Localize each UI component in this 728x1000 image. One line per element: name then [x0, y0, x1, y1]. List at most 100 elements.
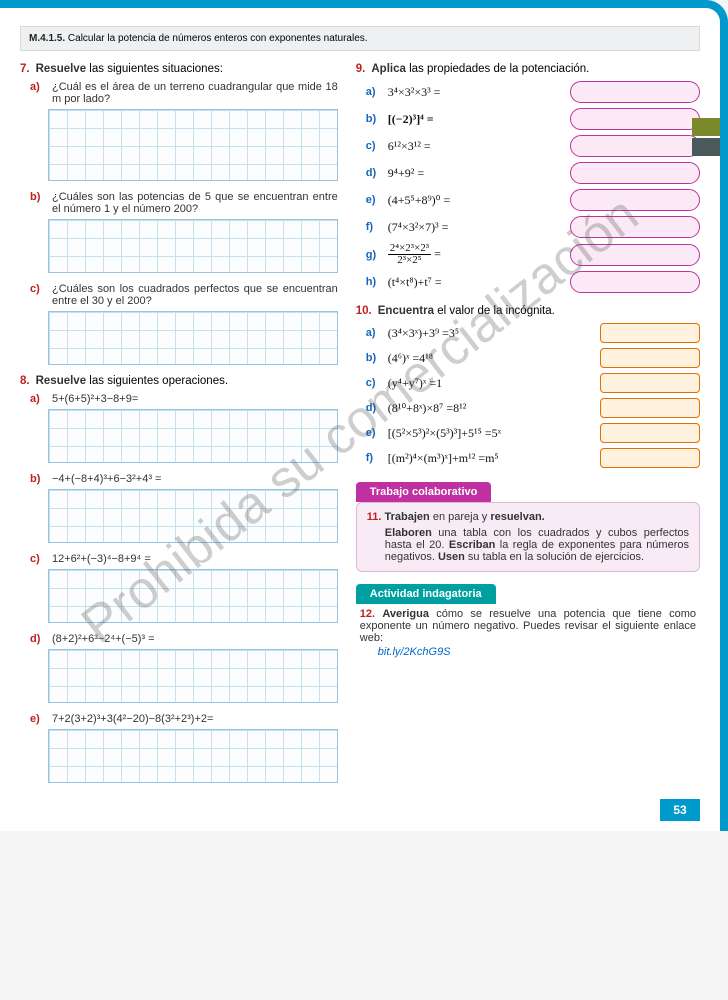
ex10-f-expr: [(m²)⁴×(m³)ˣ]+m¹² =m⁵	[388, 451, 594, 466]
ex7-c-letter: c)	[30, 283, 46, 307]
content-columns: 7. Resuelve las siguientes situaciones: …	[20, 63, 700, 793]
collab-body-b3: Usen	[438, 551, 465, 563]
inquiry-bold: Averigua	[382, 608, 429, 620]
ex7-a: a) ¿Cuál es el área de un terreno cuadra…	[30, 81, 338, 105]
ex8-a-workspace[interactable]	[48, 409, 338, 463]
ex8-b: b) −4+(−8+4)³+6−3²+4³ =	[30, 473, 338, 485]
ex8-c-workspace[interactable]	[48, 569, 338, 623]
ex9-number: 9.	[356, 63, 366, 75]
ex9-title-rest: las propiedades de la potenciación.	[406, 63, 590, 75]
ex9-c-letter: c)	[366, 140, 382, 152]
ex8-c-text: 12+6²+(−3)⁴−8+9⁴ =	[52, 553, 338, 565]
ex10-e: e) [(5²×5³)²×(5³)³]+5¹⁵ =5ˣ	[366, 423, 700, 443]
ex8-b-letter: b)	[30, 473, 46, 485]
collab-body: Elaboren una tabla con los cuadrados y c…	[367, 527, 689, 563]
ex10-title: Encuentra el valor de la incógnita.	[378, 305, 555, 317]
ex9-f: f) (7⁴×3²×7)³ =	[366, 216, 700, 238]
ex8-e-letter: e)	[30, 713, 46, 725]
ex7-title-rest: las siguientes situaciones:	[86, 63, 223, 75]
collab-body-b2: Escriban	[449, 539, 495, 551]
ex8-title-rest: las siguientes operaciones.	[86, 375, 228, 387]
ex10-a-expr: (3⁴×3ˣ)+3⁹ =3⁵	[388, 326, 594, 341]
ex7-b-workspace[interactable]	[48, 219, 338, 273]
collab-lead: 11. Trabajen en pareja y resuelvan.	[367, 511, 689, 523]
ex10-d: d) (8¹⁰+8ˣ)×8⁷ =8¹²	[366, 398, 700, 418]
ex9-d: d) 9⁴+9² =	[366, 162, 700, 184]
ex9-d-answer[interactable]	[570, 162, 700, 184]
collab-lead-mid: en pareja y	[430, 511, 491, 523]
collab-lead-num: 11.	[367, 511, 382, 523]
ex9-a-letter: a)	[366, 86, 382, 98]
ex8-e-workspace[interactable]	[48, 729, 338, 783]
ex10-c-expr: (y⁴+y⁷)ˣ =1	[388, 376, 594, 391]
exercise-10-heading: 10. Encuentra el valor de la incógnita.	[356, 305, 700, 317]
ex9-b-answer[interactable]	[570, 108, 700, 130]
exercise-7-heading: 7. Resuelve las siguientes situaciones:	[20, 63, 338, 75]
ex9-d-expr: 9⁴+9² =	[388, 166, 564, 181]
ex8-e-text: 7+2(3+2)³+3(4²−20)−8(3²+2³)+2=	[52, 713, 338, 725]
ex9-c-expr: 6¹²×3¹² =	[388, 139, 564, 154]
ex9-g-suffix: =	[434, 246, 441, 260]
ex10-e-answer[interactable]	[600, 423, 700, 443]
standard-text: Calcular la potencia de números enteros …	[68, 33, 368, 44]
ex8-title-bold: Resuelve	[36, 375, 87, 387]
ex8-title: Resuelve las siguientes operaciones.	[36, 375, 228, 387]
collab-section: Trabajo colaborativo 11. Trabajen en par…	[356, 482, 700, 572]
ex10-b-answer[interactable]	[600, 348, 700, 368]
ex8-a-text: 5+(6+5)²+3−8+9=	[52, 393, 338, 405]
ex9-title: Aplica las propiedades de la potenciació…	[371, 63, 589, 75]
ex10-a-answer[interactable]	[600, 323, 700, 343]
ex8-c-letter: c)	[30, 553, 46, 565]
standard-code: M.4.1.5.	[29, 33, 65, 44]
ex7-b-letter: b)	[30, 191, 46, 215]
ex7-b: b) ¿Cuáles son las potencias de 5 que se…	[30, 191, 338, 215]
ex7-b-text: ¿Cuáles son las potencias de 5 que se en…	[52, 191, 338, 215]
ex9-g-answer[interactable]	[570, 244, 700, 266]
ex9-c-answer[interactable]	[570, 135, 700, 157]
ex9-h-expr: (t⁴×t⁸)+t⁷ =	[388, 275, 564, 290]
ex10-f-letter: f)	[366, 452, 382, 464]
page: Prohibida su comercialización M.4.1.5. C…	[0, 0, 728, 831]
ex10-e-expr: [(5²×5³)²×(5³)³]+5¹⁵ =5ˣ	[388, 426, 594, 441]
side-tab-1	[692, 118, 720, 136]
ex9-e-expr: (4+5⁵+8⁹)⁰ =	[388, 193, 564, 208]
ex9-a: a) 3⁴×3²×3³ =	[366, 81, 700, 103]
ex10-b-expr: (4⁶)ˣ =4¹⁸	[388, 351, 594, 366]
ex7-c: c) ¿Cuáles son los cuadrados perfectos q…	[30, 283, 338, 307]
collab-lead-bold2: resuelvan.	[490, 511, 544, 523]
ex8-b-workspace[interactable]	[48, 489, 338, 543]
ex9-g-fraction: 2⁴×2³×2³ 2³×2⁵	[388, 243, 431, 266]
ex8-b-text: −4+(−8+4)³+6−3²+4³ =	[52, 473, 338, 485]
ex7-a-workspace[interactable]	[48, 109, 338, 181]
ex7-c-workspace[interactable]	[48, 311, 338, 365]
ex10-d-answer[interactable]	[600, 398, 700, 418]
ex10-c-answer[interactable]	[600, 373, 700, 393]
ex10-number: 10.	[356, 305, 372, 317]
ex10-c-letter: c)	[366, 377, 382, 389]
ex10-title-bold: Encuentra	[378, 305, 434, 317]
standard-bar: M.4.1.5. Calcular la potencia de números…	[20, 26, 700, 51]
ex9-a-answer[interactable]	[570, 81, 700, 103]
ex9-c: c) 6¹²×3¹² =	[366, 135, 700, 157]
ex9-e-answer[interactable]	[570, 189, 700, 211]
ex10-f: f) [(m²)⁴×(m³)ˣ]+m¹² =m⁵	[366, 448, 700, 468]
ex9-f-letter: f)	[366, 221, 382, 233]
ex10-d-letter: d)	[366, 402, 382, 414]
ex7-title-bold: Resuelve	[36, 63, 87, 75]
ex8-number: 8.	[20, 375, 30, 387]
ex9-g: g) 2⁴×2³×2³ 2³×2⁵ =	[366, 243, 700, 266]
ex9-f-answer[interactable]	[570, 216, 700, 238]
side-tabs	[692, 118, 720, 158]
inquiry-link[interactable]: bit.ly/2KchG9S	[360, 646, 696, 658]
ex7-a-text: ¿Cuál es el área de un terreno cuadrangu…	[52, 81, 338, 105]
ex10-b: b) (4⁶)ˣ =4¹⁸	[366, 348, 700, 368]
ex8-e: e) 7+2(3+2)³+3(4²−20)−8(3²+2³)+2=	[30, 713, 338, 725]
ex10-b-letter: b)	[366, 352, 382, 364]
ex9-g-letter: g)	[366, 249, 382, 261]
ex10-f-answer[interactable]	[600, 448, 700, 468]
ex9-g-den: 2³×2⁵	[388, 255, 431, 266]
ex9-e-letter: e)	[366, 194, 382, 206]
ex8-d-workspace[interactable]	[48, 649, 338, 703]
ex9-h-answer[interactable]	[570, 271, 700, 293]
ex8-d: d) (8+2)²+6³−2⁴+(−5)³ =	[30, 633, 338, 645]
